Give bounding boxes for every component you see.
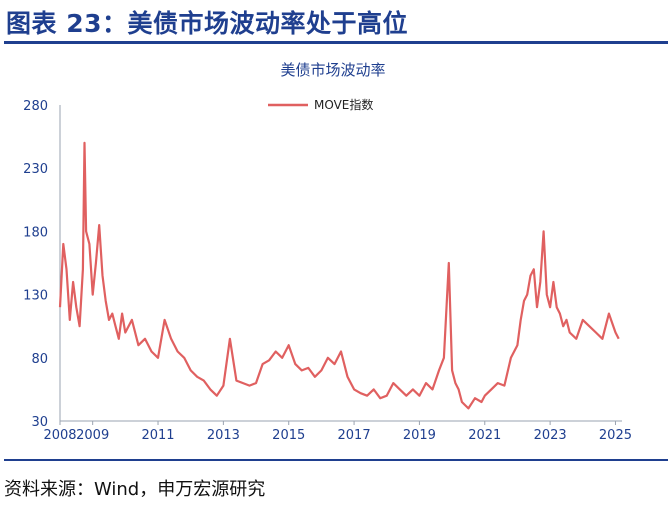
y-tick-label: 230 (23, 162, 48, 177)
y-tick-label: 130 (23, 289, 48, 304)
y-tick-label: 180 (23, 225, 48, 240)
x-tick-label: 2023 (534, 428, 567, 443)
x-tick-label: 2011 (141, 428, 174, 443)
x-tick-label: 2013 (207, 428, 240, 443)
x-tick-label: 2017 (338, 428, 371, 443)
x-tick-label: 2015 (272, 428, 305, 443)
legend: MOVE指数 (268, 97, 373, 112)
x-tick-label: 2008 (43, 428, 76, 443)
title-rule (4, 41, 668, 44)
series-line-move (58, 141, 620, 410)
source-rule (4, 459, 668, 461)
source-note: 资料来源：Wind，申万宏源研究 (4, 479, 266, 500)
series-layer (58, 141, 620, 410)
chart: 美债市场波动率 30 80 130 180 230 280 2008 2009 2011 2013… (23, 61, 632, 443)
figure-title: 图表 23：美债市场波动率处于高位 (6, 9, 408, 38)
x-tick-label: 2009 (76, 428, 109, 443)
legend-label: MOVE指数 (314, 97, 373, 112)
x-tick-label: 2019 (403, 428, 436, 443)
y-tick-label: 80 (31, 352, 48, 367)
x-tick-label: 2025 (599, 428, 632, 443)
x-tick-label: 2021 (468, 428, 501, 443)
y-tick-label: 30 (31, 415, 48, 430)
axes: 30 80 130 180 230 280 2008 2009 2011 2013 2015 2017… (23, 99, 632, 443)
y-tick-label: 280 (23, 99, 48, 114)
chart-title: 美债市场波动率 (280, 61, 385, 79)
